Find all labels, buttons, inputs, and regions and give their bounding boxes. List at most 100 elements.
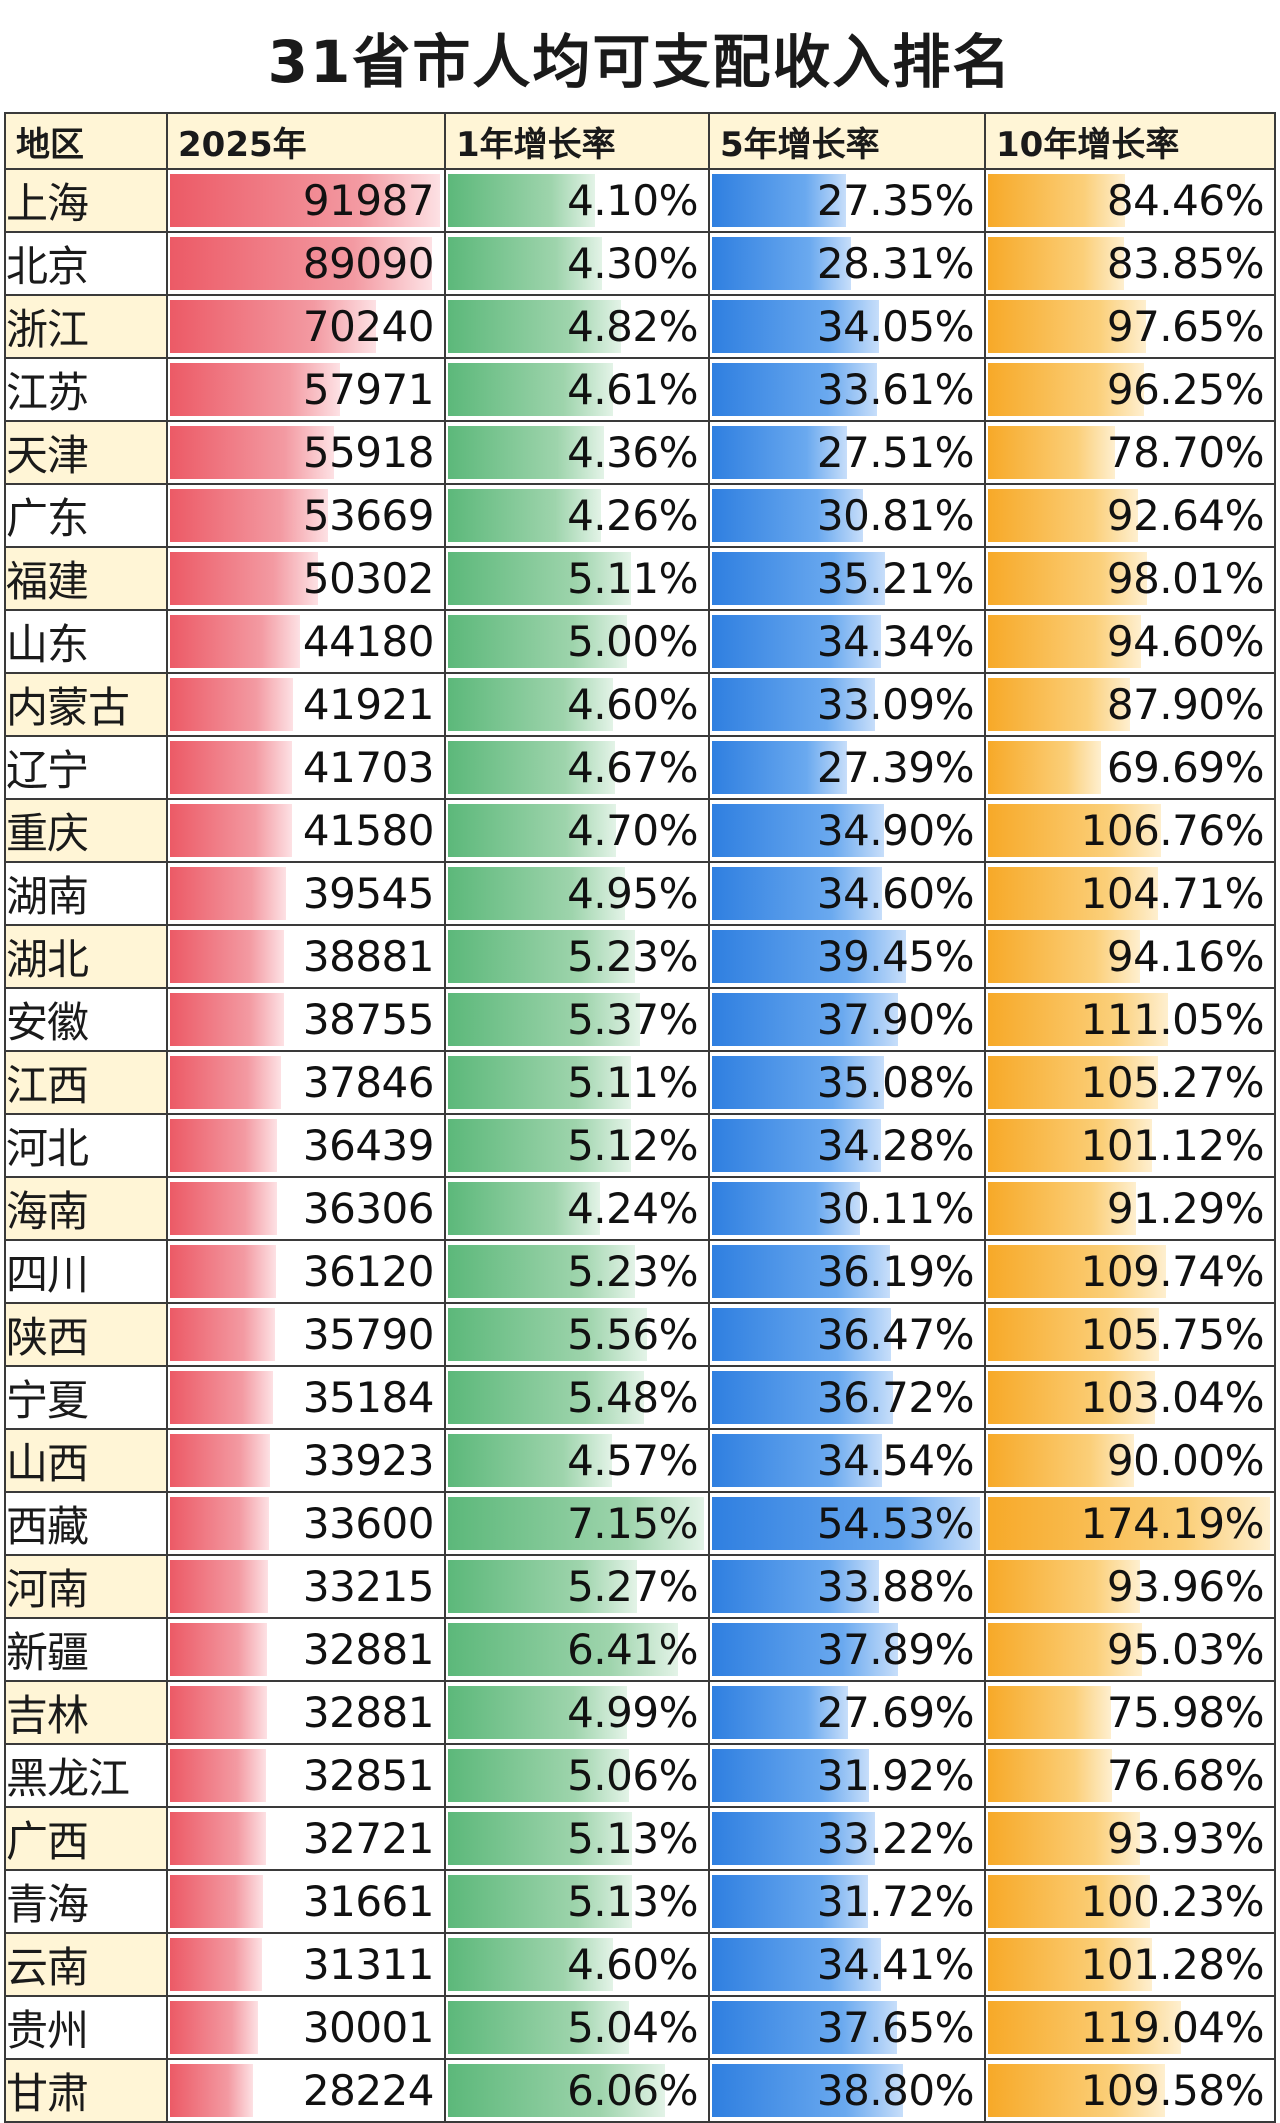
growth-1yr-bar — [448, 300, 621, 353]
income-cell: 38881 — [166, 924, 446, 989]
growth-1yr-cell: 5.11% — [444, 546, 710, 611]
growth-5yr-value: 34.54% — [816, 1435, 975, 1485]
growth-1yr-value: 5.37% — [567, 994, 698, 1044]
growth-10yr-cell: 105.75% — [984, 1302, 1276, 1367]
growth-5yr-bar — [712, 993, 899, 1046]
header-region: 地区 — [4, 112, 168, 170]
income-value: 38881 — [302, 931, 435, 981]
growth-5yr-bar — [712, 741, 847, 794]
growth-5yr-value: 38.80% — [816, 2065, 975, 2115]
growth-5yr-value: 34.28% — [816, 1120, 975, 1170]
growth-10yr-bar — [988, 237, 1124, 290]
growth-5yr-value: 34.90% — [816, 805, 975, 855]
income-value: 30001 — [302, 2002, 435, 2052]
growth-1yr-cell: 5.27% — [444, 1554, 710, 1619]
region-cell: 海南 — [4, 1176, 168, 1241]
growth-10yr-value: 94.16% — [1106, 931, 1265, 981]
growth-1yr-value: 5.48% — [567, 1372, 698, 1422]
growth-5yr-cell: 33.88% — [708, 1554, 986, 1619]
income-value: 35790 — [302, 1309, 435, 1359]
growth-5yr-cell: 30.81% — [708, 483, 986, 548]
income-cell: 70240 — [166, 294, 446, 359]
table-row: 北京 89090 4.30% 28.31% 83.85% — [4, 231, 1276, 296]
growth-10yr-value: 87.90% — [1106, 679, 1265, 729]
growth-10yr-value: 109.58% — [1080, 2065, 1265, 2115]
growth-1yr-bar — [448, 993, 641, 1046]
growth-5yr-value: 37.89% — [816, 1624, 975, 1674]
growth-5yr-bar — [712, 237, 852, 290]
growth-5yr-bar — [712, 1623, 899, 1676]
growth-10yr-cell: 84.46% — [984, 168, 1276, 233]
growth-10yr-bar — [988, 2064, 1166, 2117]
table-row: 河南 33215 5.27% 33.88% 93.96% — [4, 1554, 1276, 1619]
income-bar — [170, 489, 328, 542]
table-row: 广东 53669 4.26% 30.81% 92.64% — [4, 483, 1276, 548]
income-cell: 37846 — [166, 1050, 446, 1115]
growth-1yr-cell: 5.12% — [444, 1113, 710, 1178]
growth-5yr-value: 35.21% — [816, 553, 975, 603]
growth-10yr-value: 94.60% — [1106, 616, 1265, 666]
growth-1yr-bar — [448, 804, 617, 857]
table-row: 江西 37846 5.11% 35.08% 105.27% — [4, 1050, 1276, 1115]
region-cell: 云南 — [4, 1932, 168, 1997]
growth-5yr-cell: 34.34% — [708, 609, 986, 674]
income-cell: 35790 — [166, 1302, 446, 1367]
table-row: 河北 36439 5.12% 34.28% 101.12% — [4, 1113, 1276, 1178]
growth-1yr-bar — [448, 1938, 613, 1991]
region-cell: 天津 — [4, 420, 168, 485]
growth-1yr-value: 5.56% — [567, 1309, 698, 1359]
growth-10yr-bar — [988, 300, 1147, 353]
growth-1yr-value: 7.15% — [567, 1498, 698, 1548]
growth-1yr-value: 6.41% — [567, 1624, 698, 1674]
growth-10yr-bar — [988, 1812, 1141, 1865]
growth-5yr-cell: 31.72% — [708, 1869, 986, 1934]
growth-10yr-value: 119.04% — [1080, 2002, 1265, 2052]
growth-10yr-cell: 101.28% — [984, 1932, 1276, 1997]
table-row: 吉林 32881 4.99% 27.69% 75.98% — [4, 1680, 1276, 1745]
growth-1yr-value: 5.04% — [567, 2002, 698, 2052]
growth-10yr-value: 100.23% — [1080, 1876, 1265, 1926]
growth-5yr-bar — [712, 300, 880, 353]
table-row: 西藏 33600 7.15% 54.53% 174.19% — [4, 1491, 1276, 1556]
income-cell: 32851 — [166, 1743, 446, 1808]
growth-5yr-value: 30.81% — [816, 490, 975, 540]
growth-1yr-value: 4.57% — [567, 1435, 698, 1485]
growth-1yr-value: 4.61% — [567, 364, 698, 414]
growth-10yr-cell: 92.64% — [984, 483, 1276, 548]
table-row: 天津 55918 4.36% 27.51% 78.70% — [4, 420, 1276, 485]
growth-1yr-value: 5.11% — [567, 1057, 698, 1107]
growth-1yr-cell: 4.26% — [444, 483, 710, 548]
income-value: 91987 — [302, 175, 435, 225]
growth-5yr-value: 30.11% — [816, 1183, 975, 1233]
growth-10yr-value: 105.75% — [1080, 1309, 1265, 1359]
income-bar — [170, 867, 287, 920]
growth-10yr-bar — [988, 1686, 1111, 1739]
growth-1yr-value: 4.30% — [567, 238, 698, 288]
growth-5yr-cell: 38.80% — [708, 2058, 986, 2123]
income-bar — [170, 1497, 269, 1550]
income-value: 53669 — [302, 490, 435, 540]
growth-5yr-value: 36.72% — [816, 1372, 975, 1422]
income-cell: 55918 — [166, 420, 446, 485]
region-cell: 黑龙江 — [4, 1743, 168, 1808]
growth-10yr-cell: 95.03% — [984, 1617, 1276, 1682]
income-value: 31311 — [302, 1939, 435, 1989]
region-cell: 重庆 — [4, 798, 168, 863]
growth-5yr-bar — [712, 1056, 885, 1109]
region-cell: 内蒙古 — [4, 672, 168, 737]
growth-1yr-cell: 4.61% — [444, 357, 710, 422]
growth-5yr-value: 33.88% — [816, 1561, 975, 1611]
growth-10yr-cell: 104.71% — [984, 861, 1276, 926]
growth-10yr-bar — [988, 1875, 1151, 1928]
growth-10yr-cell: 97.65% — [984, 294, 1276, 359]
growth-1yr-value: 4.99% — [567, 1687, 698, 1737]
growth-5yr-bar — [712, 930, 906, 983]
table-row: 新疆 32881 6.41% 37.89% 95.03% — [4, 1617, 1276, 1682]
growth-5yr-value: 33.61% — [816, 364, 975, 414]
growth-10yr-value: 111.05% — [1080, 994, 1265, 1044]
growth-1yr-bar — [448, 1749, 630, 1802]
growth-10yr-bar — [988, 552, 1147, 605]
growth-10yr-value: 109.74% — [1080, 1246, 1265, 1296]
table-row: 四川 36120 5.23% 36.19% 109.74% — [4, 1239, 1276, 1304]
growth-1yr-bar — [448, 2064, 665, 2117]
